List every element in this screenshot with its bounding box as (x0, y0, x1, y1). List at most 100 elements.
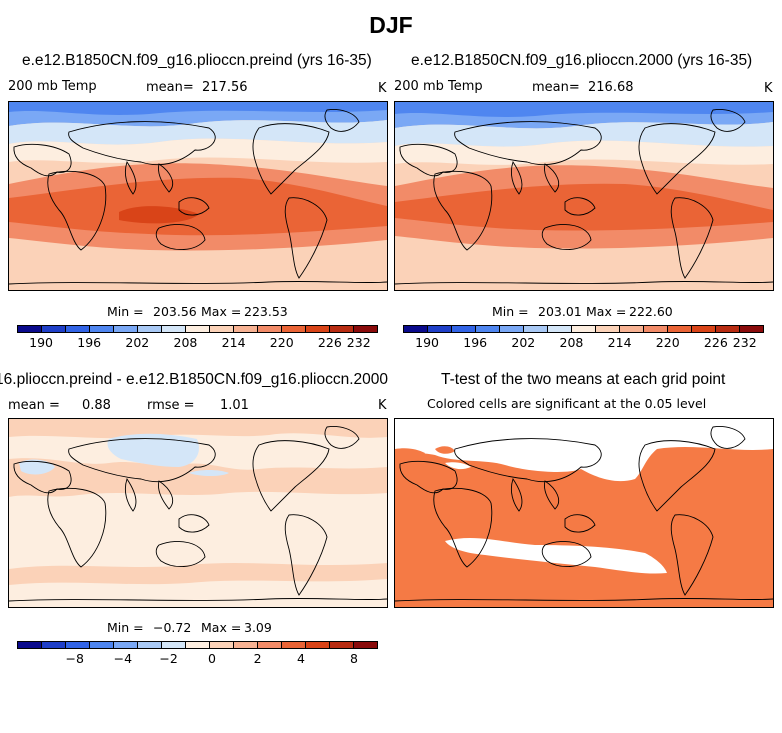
panel3-contour-negative-pacific (189, 470, 229, 476)
colorbar-cell (354, 326, 377, 332)
panel1-contour-subarctic (9, 120, 387, 145)
panel4-title: T-test of the two means at each grid poi… (441, 371, 726, 388)
panel2-coastlines (395, 109, 773, 285)
panel2-max-label: Max = (586, 304, 627, 319)
colorbar-cell (476, 326, 500, 332)
colorbar-cell (428, 326, 452, 332)
panel1-mean-value: 217.56 (202, 80, 248, 95)
colorbar-cell (138, 642, 162, 648)
colorbar-cell (644, 326, 668, 332)
colorbar-tick-label: 190 (415, 335, 439, 350)
colorbar-tick-label: 4 (297, 651, 305, 666)
colorbar-tick-label: 220 (269, 335, 294, 350)
panel4-nonsig-south-pacific (445, 537, 667, 574)
panel1-max-value: 223.53 (244, 304, 288, 319)
panel3-map-svg (9, 419, 387, 607)
panel2-max-value: 222.60 (629, 304, 673, 319)
colorbar-cell (692, 326, 716, 332)
colorbar-cell (138, 326, 162, 332)
colorbar-tick-label: 208 (559, 335, 584, 350)
colorbar-tick-label: −4 (113, 651, 133, 666)
panel2-contour-tropics-core (395, 183, 773, 231)
colorbar-tick-label: 0 (207, 651, 216, 666)
panel4-nonsig-mediterranean (445, 462, 471, 470)
panel2-min-label: Min = (492, 304, 529, 319)
colorbar-tick-label: 208 (173, 335, 198, 350)
colorbar-cell (66, 642, 90, 648)
colorbar-tick-label: 220 (655, 335, 680, 350)
panel1-coastlines (9, 109, 387, 285)
colorbar-tick-label: 202 (511, 335, 536, 350)
panel2-contour-subarctic (395, 122, 773, 147)
panel1-unit: K (378, 81, 387, 96)
colorbar-cell (42, 642, 66, 648)
panel4-map (394, 418, 774, 608)
panel3-contour-band-n (9, 458, 387, 497)
colorbar-cell (620, 326, 644, 332)
colorbar-tick-label: 196 (463, 335, 488, 350)
colorbar-tick-label: 2 (253, 651, 262, 666)
panel2-mean-value: 216.68 (588, 80, 634, 95)
panel4-sig-patch-west (395, 448, 425, 461)
panel3-rmse-value: 1.01 (220, 398, 249, 413)
panel2-colorbar (403, 325, 764, 333)
panel4-coastlines (395, 426, 773, 602)
colorbar-tick-label: 232 (346, 335, 371, 350)
colorbar-cell (500, 326, 524, 332)
colorbar-cell (282, 642, 306, 648)
colorbar-cell (354, 642, 377, 648)
colorbar-tick-label: 8 (349, 651, 358, 666)
panel3-rmse-label: rmse = (147, 398, 195, 413)
colorbar-tick-label: 232 (732, 335, 757, 350)
colorbar-cell (596, 326, 620, 332)
panel1-contour-arctic-core (9, 102, 387, 115)
panel2-map (394, 101, 774, 291)
colorbar-cell (186, 642, 210, 648)
panel3-contour-arctic (9, 419, 387, 439)
colorbar-cell (210, 642, 234, 648)
colorbar-cell (90, 642, 114, 648)
colorbar-cell (330, 642, 354, 648)
colorbar-tick-label: 202 (125, 335, 150, 350)
colorbar-tick-label: 190 (29, 335, 53, 350)
colorbar-cell (572, 326, 596, 332)
panel1-variable-label: 200 mb Temp (8, 79, 97, 94)
panel1-title: e.e12.B1850CN.f09_g16.plioccn.preind (yr… (22, 52, 372, 69)
main-title: DJF (369, 12, 413, 38)
panel4-nonsig-north (395, 419, 773, 482)
panel1-max-label: Max = (201, 304, 242, 319)
colorbar-tick-label: 214 (221, 335, 246, 350)
colorbar-tick-label: 196 (77, 335, 102, 350)
colorbar-tick-label: −8 (65, 651, 84, 666)
panel3-contour-negative-asia (107, 433, 199, 467)
panel3-map (8, 418, 388, 608)
colorbar-cell (186, 326, 210, 332)
colorbar-cell (452, 326, 476, 332)
panel1-map-svg (9, 102, 387, 290)
panel1-contour-midlat-n (9, 138, 387, 163)
colorbar-cell (18, 326, 42, 332)
panel2-map-svg (395, 102, 773, 290)
panel4-subtitle: Colored cells are significant at the 0.0… (427, 396, 707, 411)
panel1-map (8, 101, 388, 291)
panel2-min-value: 203.01 (538, 304, 582, 319)
colorbar-cell (404, 326, 428, 332)
colorbar-cell (42, 326, 66, 332)
colorbar-cell (162, 642, 186, 648)
panel4-map-svg (395, 419, 773, 607)
panel2-mean-label: mean= (532, 80, 580, 95)
colorbar-cell (548, 326, 572, 332)
panel3-min-value: −0.72 (153, 620, 192, 635)
panel1-colorbar (17, 325, 378, 333)
panel2-contour-midlat-n (395, 140, 773, 165)
panel3-min-label: Min = (107, 620, 144, 635)
colorbar-tick-label: 214 (607, 335, 632, 350)
colorbar-cell (210, 326, 234, 332)
panel3-max-label: Max = (201, 620, 242, 635)
panel3-title-clip: e.e12.B1850CN.f09_g16.plioccn.preind - e… (0, 371, 388, 389)
colorbar-cell (306, 642, 330, 648)
panel4-sig-patch-europe (435, 446, 455, 454)
colorbar-cell (306, 326, 330, 332)
colorbar-cell (258, 326, 282, 332)
panel3-title: e.e12.B1850CN.f09_g16.plioccn.preind - e… (0, 371, 388, 388)
